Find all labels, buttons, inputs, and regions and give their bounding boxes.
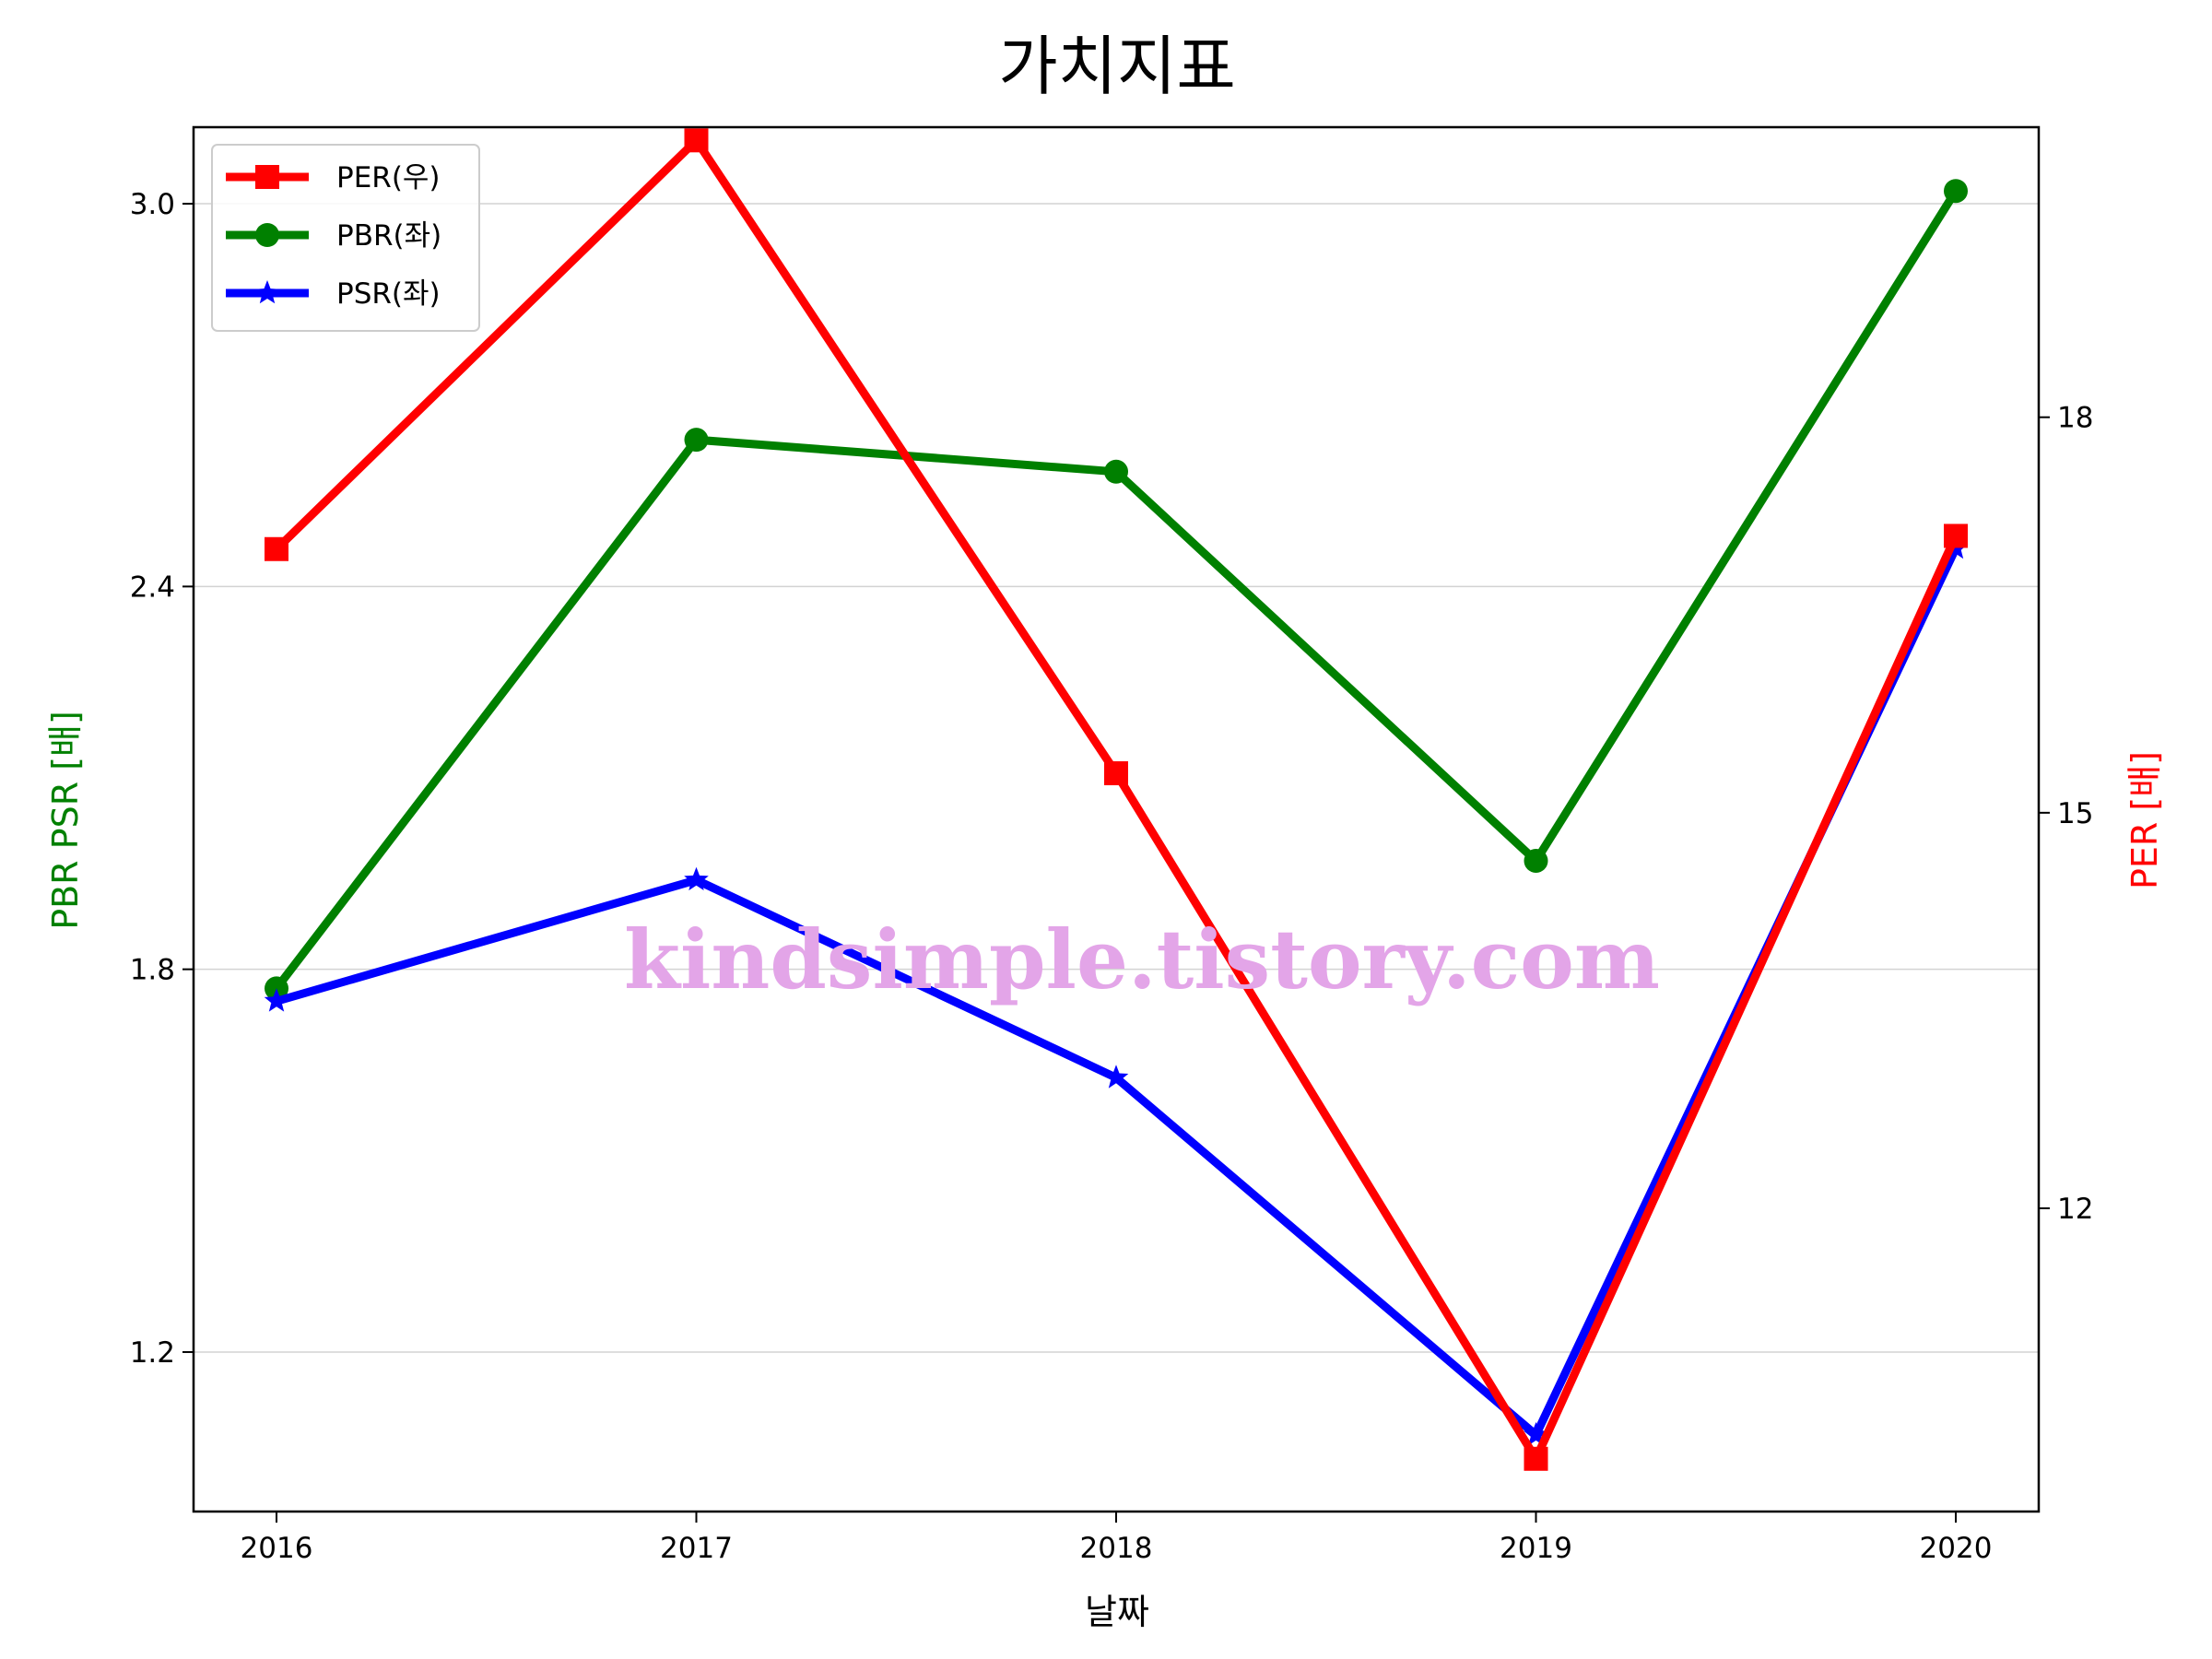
x-tick-label: 2017 [660, 1532, 733, 1565]
left-tick-label: 1.8 [130, 954, 175, 987]
legend: PER(우) PBR(좌) PSR(좌) [211, 144, 480, 332]
legend-box [211, 144, 480, 332]
series-layer [264, 128, 1969, 1471]
data-point [265, 536, 288, 561]
data-point [264, 988, 289, 1012]
data-point [684, 866, 709, 891]
x-tick-label: 2018 [1080, 1532, 1153, 1565]
left-axis-label: PBR PSR [배] [45, 711, 86, 930]
data-point [1104, 760, 1128, 785]
left-tick-label: 2.4 [130, 571, 175, 604]
watermark-text: kindsimple.tistory.com [624, 912, 1660, 1007]
right-tick-label: 15 [2057, 797, 2093, 830]
x-tick-label: 2020 [1920, 1532, 1993, 1565]
legend-marker [255, 223, 279, 247]
left-tick-label: 3.0 [130, 188, 175, 221]
right-tick-label: 12 [2057, 1193, 2093, 1226]
data-point [1524, 1421, 1548, 1446]
right-axis-label: PER [배] [2124, 751, 2165, 889]
x-tick-label: 2016 [241, 1532, 313, 1565]
data-point [1524, 1446, 1548, 1471]
chart-title: 가치지표 [998, 29, 1236, 104]
legend-marker [255, 165, 279, 189]
series-line [272, 186, 1960, 993]
legend-label: PBR(좌) [336, 219, 441, 253]
data-point [1103, 1065, 1129, 1088]
plot-frame [192, 125, 2041, 1513]
legend-label: PSR(좌) [336, 277, 441, 311]
data-point [1104, 459, 1128, 484]
axes-layer: 1.2 1.8 2.4 3.0 12 15 18 2016 2017 2018 2019 2020 [130, 188, 2094, 1565]
data-point [684, 128, 709, 153]
x-axis-label: 날짜 [1085, 1592, 1149, 1632]
legend-marker [254, 280, 280, 304]
grid-layer [194, 203, 2039, 1353]
legend-label: PER(우) [336, 161, 441, 194]
right-tick-label: 18 [2057, 402, 2093, 435]
x-tick-label: 2019 [1500, 1532, 1572, 1565]
data-point [1524, 848, 1548, 873]
left-tick-label: 1.2 [130, 1336, 175, 1370]
data-point [1944, 179, 1968, 204]
series-line [272, 135, 1960, 1464]
data-point [1944, 524, 1968, 548]
data-point [684, 428, 709, 453]
